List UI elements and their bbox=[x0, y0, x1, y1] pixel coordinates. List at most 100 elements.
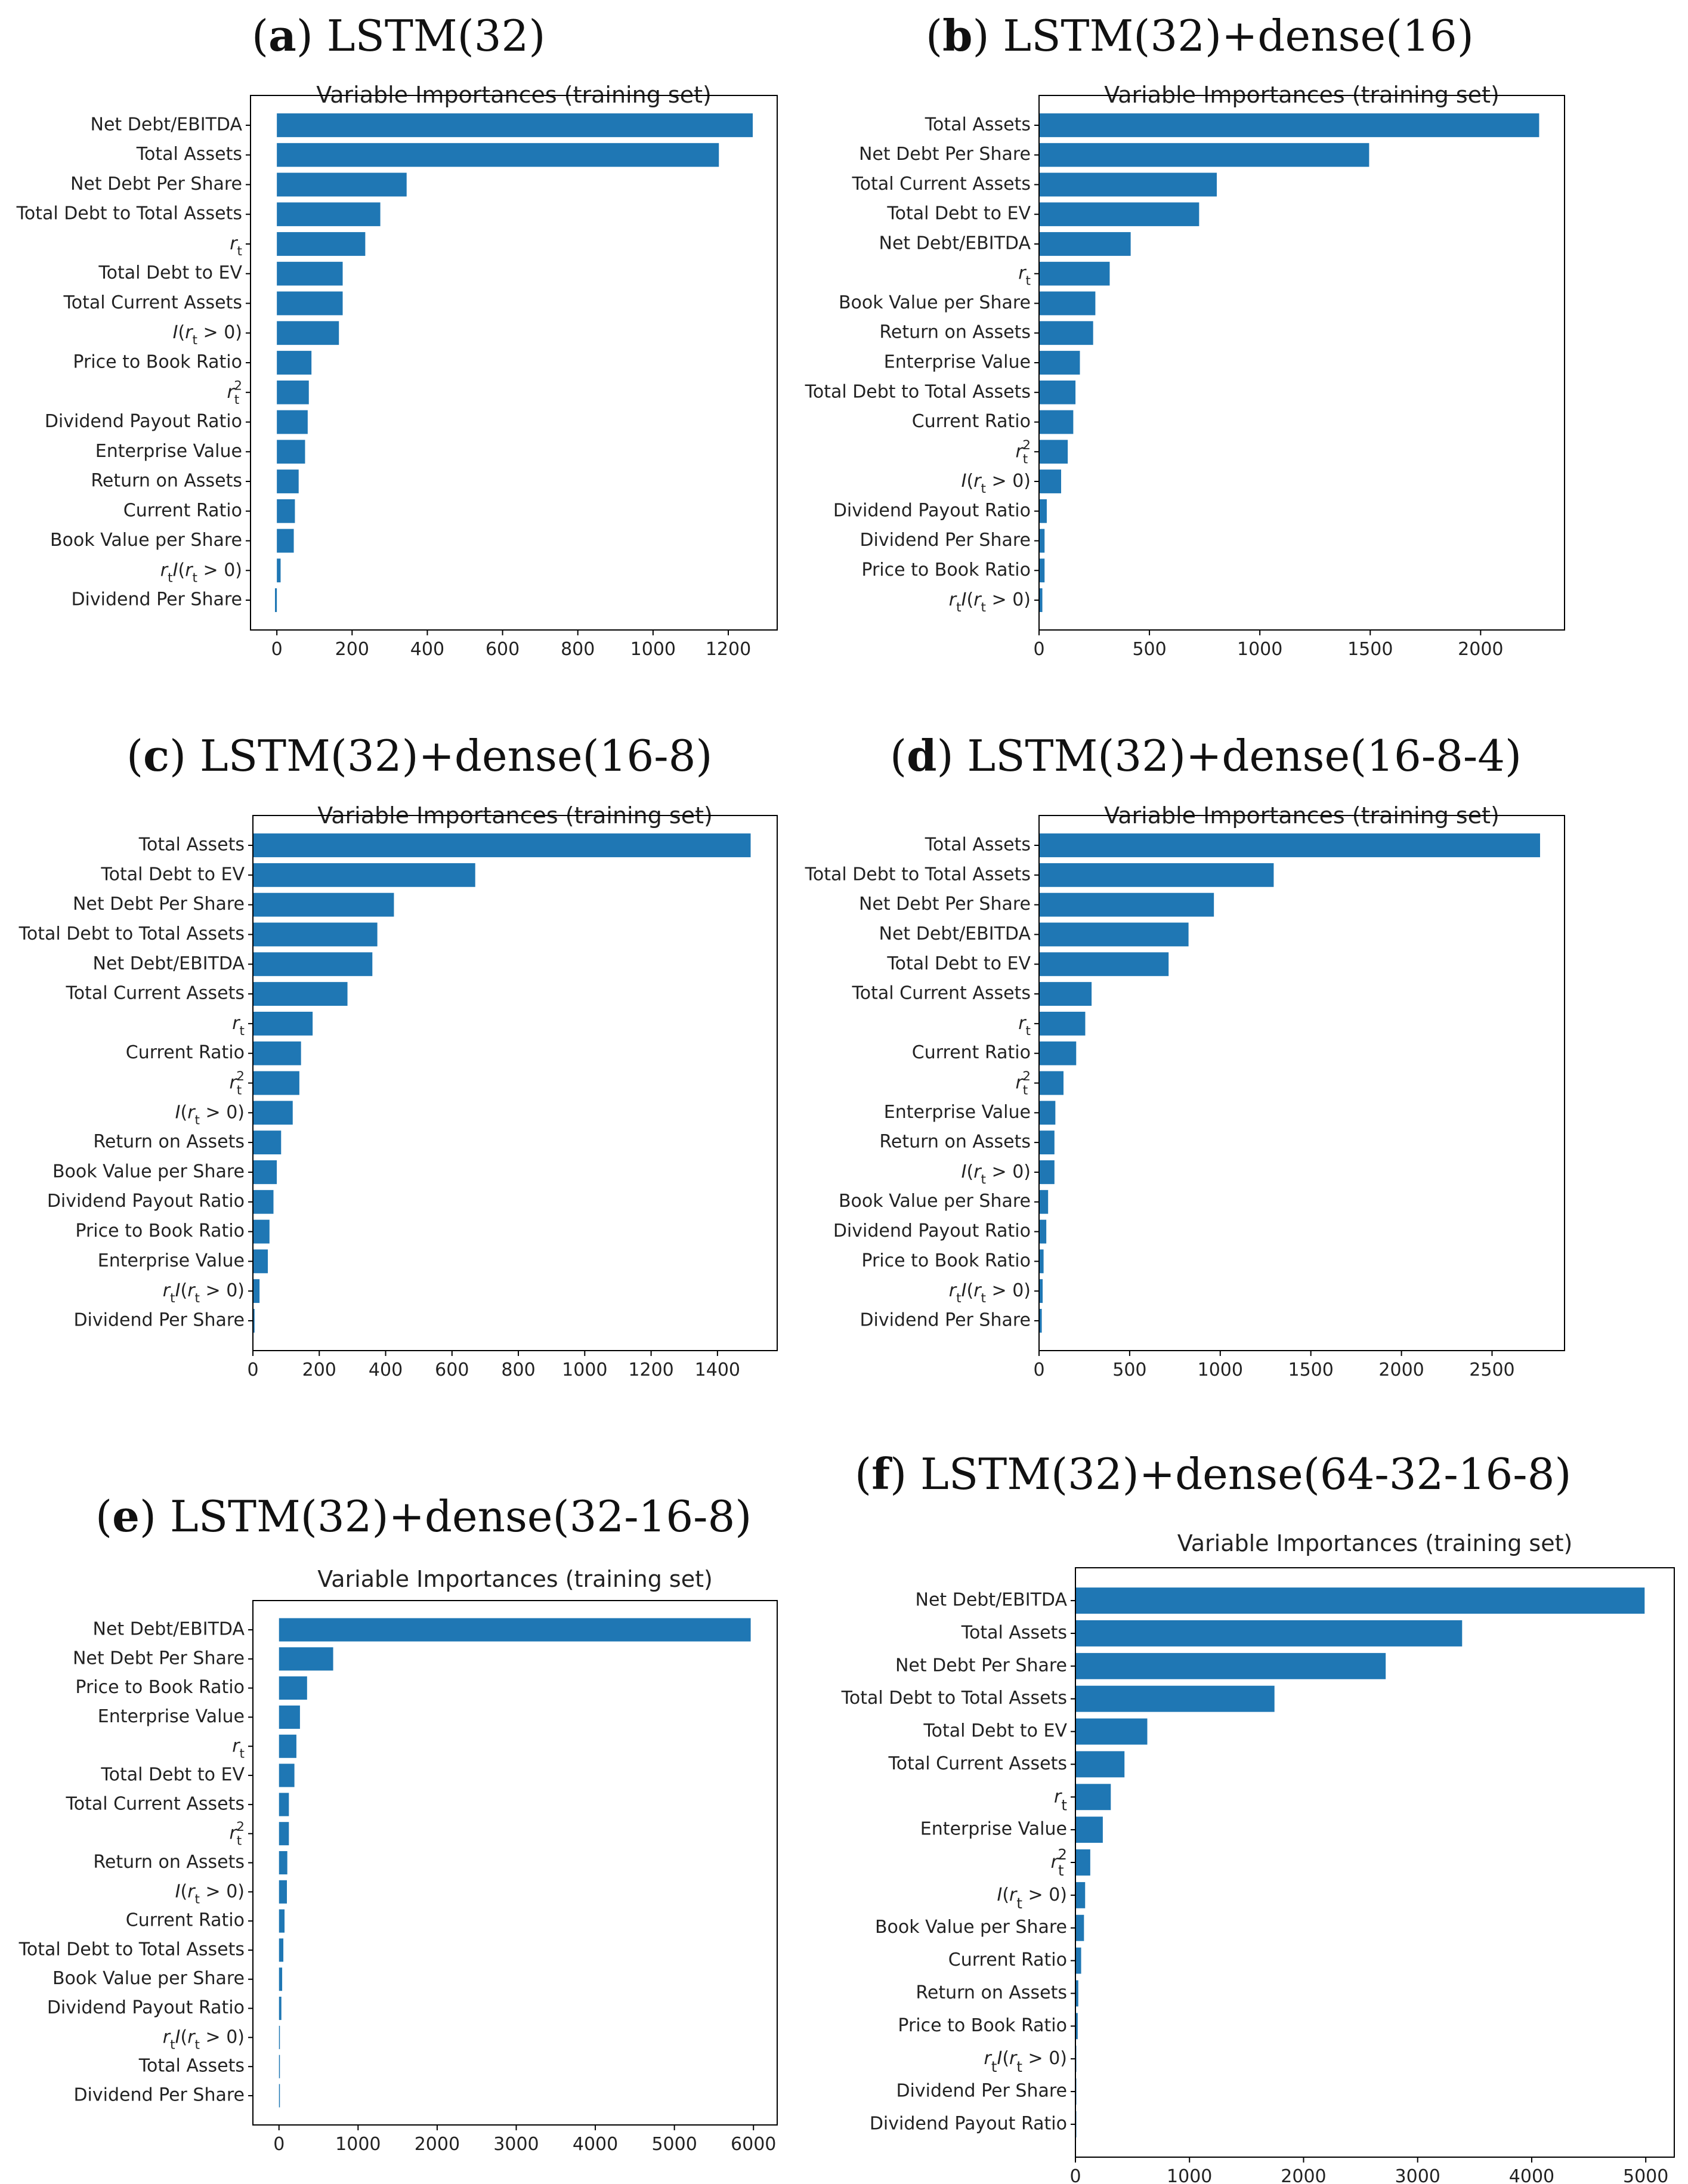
bar bbox=[1039, 469, 1062, 493]
category-label: Total Current Assets bbox=[852, 174, 1031, 194]
bar bbox=[1039, 1041, 1077, 1065]
category-label: Total Debt to Total Assets bbox=[841, 1688, 1067, 1709]
category-label: Total Current Assets bbox=[852, 983, 1031, 1004]
category-label: Net Debt Per Share bbox=[859, 894, 1031, 915]
category-label: Total Debt to EV bbox=[98, 262, 242, 283]
category-label: Enterprise Value bbox=[884, 1102, 1031, 1123]
x-tick-label: 500 bbox=[1132, 639, 1166, 660]
category-label: Price to Book Ratio bbox=[75, 1677, 245, 1698]
bar bbox=[277, 143, 719, 167]
x-tick-label: 0 bbox=[271, 639, 283, 660]
category-label: Return on Assets bbox=[93, 1852, 245, 1873]
chart-title: Variable Importances (training set) bbox=[317, 1566, 713, 1592]
category-label: Total Current Assets bbox=[66, 1793, 245, 1814]
x-tick-label: 1400 bbox=[695, 1360, 740, 1380]
category-label: Net Debt/EBITDA bbox=[93, 953, 245, 974]
bar bbox=[1039, 558, 1045, 583]
bar bbox=[277, 202, 381, 227]
bar bbox=[1039, 1219, 1047, 1244]
bar bbox=[1075, 2013, 1078, 2040]
bar bbox=[1039, 291, 1096, 316]
bar bbox=[279, 1618, 751, 1642]
category-label: Current Ratio bbox=[126, 1910, 245, 1931]
bar bbox=[1075, 1980, 1078, 2007]
category-label: Total Assets bbox=[138, 2056, 245, 2077]
chart-panel-b: (b) LSTM(32)+dense(16)Variable Importanc… bbox=[805, 10, 1565, 660]
x-tick-label: 1200 bbox=[706, 639, 751, 660]
category-label: Book Value per Share bbox=[52, 1968, 245, 1989]
category-label: rt bbox=[1018, 1012, 1031, 1038]
category-label: Dividend Payout Ratio bbox=[47, 1191, 245, 1212]
category-label: Current Ratio bbox=[123, 500, 242, 521]
category-label: Total Debt to Total Assets bbox=[18, 923, 245, 944]
chart-panel-c: (c) LSTM(32)+dense(16-8)Variable Importa… bbox=[18, 730, 778, 1380]
category-label: rt bbox=[232, 1735, 245, 1761]
category-label: rt bbox=[1054, 1786, 1067, 1814]
category-label: Return on Assets bbox=[879, 322, 1031, 343]
category-label: I(rt > 0) bbox=[962, 1161, 1031, 1187]
x-tick-label: 0 bbox=[1033, 639, 1044, 660]
bar bbox=[1039, 1071, 1064, 1095]
category-label: Net Debt Per Share bbox=[895, 1655, 1067, 1676]
bar bbox=[253, 1279, 260, 1303]
category-label: Enterprise Value bbox=[920, 1819, 1067, 1840]
category-label: I(rt > 0) bbox=[962, 471, 1031, 496]
x-tick-label: 600 bbox=[486, 639, 520, 660]
x-tick-label: 1000 bbox=[1167, 2166, 1212, 2184]
category-label: Book Value per Share bbox=[50, 530, 242, 551]
category-label: Total Assets bbox=[925, 835, 1031, 855]
bar bbox=[1039, 1309, 1042, 1333]
panel-title: (c) LSTM(32)+dense(16-8) bbox=[126, 730, 712, 781]
category-label: rt bbox=[230, 233, 242, 258]
bar bbox=[1039, 232, 1131, 256]
category-label: Total Debt to EV bbox=[886, 953, 1031, 974]
x-tick-label: 1000 bbox=[1237, 639, 1282, 660]
category-label: Return on Assets bbox=[916, 1982, 1067, 2003]
x-tick-label: 500 bbox=[1112, 1360, 1146, 1380]
category-label: Total Debt to EV bbox=[100, 1765, 245, 1785]
category-label: Price to Book Ratio bbox=[898, 2015, 1067, 2036]
plot-frame bbox=[1038, 815, 1565, 1351]
bar bbox=[1075, 1784, 1111, 1811]
category-label: Net Debt/EBITDA bbox=[879, 233, 1031, 254]
bar bbox=[1039, 833, 1540, 857]
bar bbox=[277, 291, 343, 316]
bar bbox=[1039, 1279, 1043, 1303]
bar bbox=[253, 922, 378, 947]
category-label: Current Ratio bbox=[126, 1042, 245, 1063]
category-label: Total Debt to Total Assets bbox=[805, 381, 1031, 402]
x-tick-label: 2000 bbox=[1458, 639, 1503, 660]
bar bbox=[277, 351, 312, 375]
bar bbox=[1039, 143, 1369, 167]
bar bbox=[1039, 952, 1169, 977]
category-label: Dividend Payout Ratio bbox=[45, 411, 242, 432]
category-label: Dividend Per Share bbox=[860, 1309, 1031, 1330]
x-tick-label: 1000 bbox=[335, 2134, 381, 2155]
bar bbox=[279, 1705, 300, 1729]
category-label: Net Debt/EBITDA bbox=[93, 1619, 245, 1640]
category-label: Enterprise Value bbox=[98, 1250, 245, 1271]
bar bbox=[1039, 1011, 1086, 1036]
bar bbox=[1075, 1751, 1125, 1778]
bar bbox=[1039, 863, 1274, 887]
bar bbox=[279, 2084, 280, 2108]
bar bbox=[253, 892, 394, 917]
category-label: Total Debt to EV bbox=[886, 203, 1031, 224]
chart-panel-a: (a) LSTM(32)Variable Importances (traini… bbox=[16, 10, 778, 660]
bar bbox=[279, 1938, 284, 1962]
category-label: Total Assets bbox=[138, 835, 245, 855]
x-tick-label: 6000 bbox=[731, 2134, 776, 2155]
x-tick-label: 0 bbox=[273, 2134, 285, 2155]
bar bbox=[1075, 1914, 1084, 1941]
category-label: Return on Assets bbox=[879, 1132, 1031, 1153]
bar bbox=[1039, 1249, 1044, 1274]
category-label: Total Debt to Total Assets bbox=[805, 864, 1031, 885]
x-tick-label: 3000 bbox=[1395, 2166, 1440, 2184]
plot-frame bbox=[252, 815, 778, 1351]
x-tick-label: 4000 bbox=[573, 2134, 618, 2155]
category-label: I(rt > 0) bbox=[175, 1881, 245, 1907]
category-label: Book Value per Share bbox=[52, 1161, 245, 1182]
category-label: Price to Book Ratio bbox=[73, 352, 242, 373]
category-label: Dividend Payout Ratio bbox=[47, 1997, 245, 2018]
